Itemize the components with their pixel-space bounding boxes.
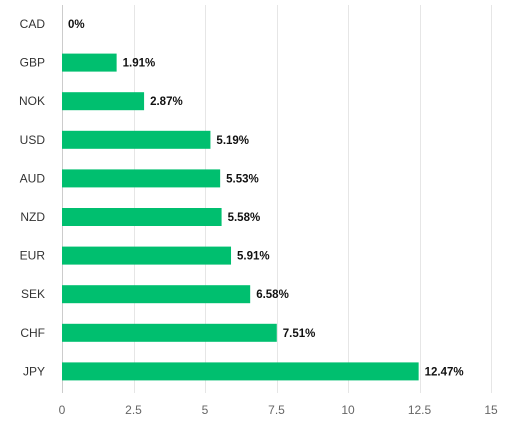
category-label-nzd: NZD	[20, 210, 45, 224]
data-label-cad: 0%	[68, 19, 85, 31]
bar-usd	[62, 130, 211, 149]
x-axis-tick-labels: 0 2.5 5 7.5 10 12.5 15	[59, 403, 498, 417]
bar-gbp	[62, 53, 117, 72]
category-label-aud: AUD	[20, 171, 46, 185]
x-tick-label: 10	[341, 403, 355, 417]
data-label-nzd: 5.58%	[228, 212, 261, 224]
bar-nzd	[62, 208, 222, 226]
x-tick-label: 15	[484, 403, 498, 417]
category-label-sek: SEK	[21, 287, 45, 301]
data-label-eur: 5.91%	[237, 251, 270, 263]
x-tick-label: 7.5	[268, 403, 285, 417]
category-label-cad: CAD	[20, 17, 46, 31]
x-tick-label: 12.5	[408, 403, 432, 417]
data-label-nok: 2.87%	[150, 96, 183, 108]
bar-jpy	[62, 362, 419, 381]
grid-lines	[62, 5, 492, 393]
bar-aud	[62, 169, 221, 188]
category-label-chf: CHF	[20, 326, 45, 340]
category-label-jpy: JPY	[23, 364, 45, 378]
x-tick-label: 2.5	[125, 403, 142, 417]
data-labels: 0% 1.91% 2.87% 5.19% 5.53% 5.58% 5.91% 6.58% 7.5…	[68, 19, 464, 378]
category-labels: CAD GBP NOK USD AUD NZD EUR SEK CHF JPY	[19, 17, 45, 378]
category-label-gbp: GBP	[20, 56, 45, 70]
x-tick-label: 0	[59, 403, 66, 417]
data-label-jpy: 12.47%	[425, 366, 464, 378]
bar-sek	[62, 285, 251, 304]
category-label-eur: EUR	[20, 249, 46, 263]
x-tick-label: 5	[202, 403, 209, 417]
data-label-sek: 6.58%	[256, 289, 289, 301]
bar-nok	[62, 92, 145, 111]
data-label-chf: 7.51%	[283, 328, 316, 340]
data-label-aud: 5.53%	[226, 173, 259, 185]
category-label-nok: NOK	[19, 94, 45, 108]
bar-eur	[62, 246, 232, 265]
bar-chf	[62, 323, 277, 342]
category-label-usd: USD	[20, 133, 46, 147]
data-label-gbp: 1.91%	[123, 58, 156, 70]
data-label-usd: 5.19%	[216, 135, 249, 147]
bars	[62, 53, 419, 381]
